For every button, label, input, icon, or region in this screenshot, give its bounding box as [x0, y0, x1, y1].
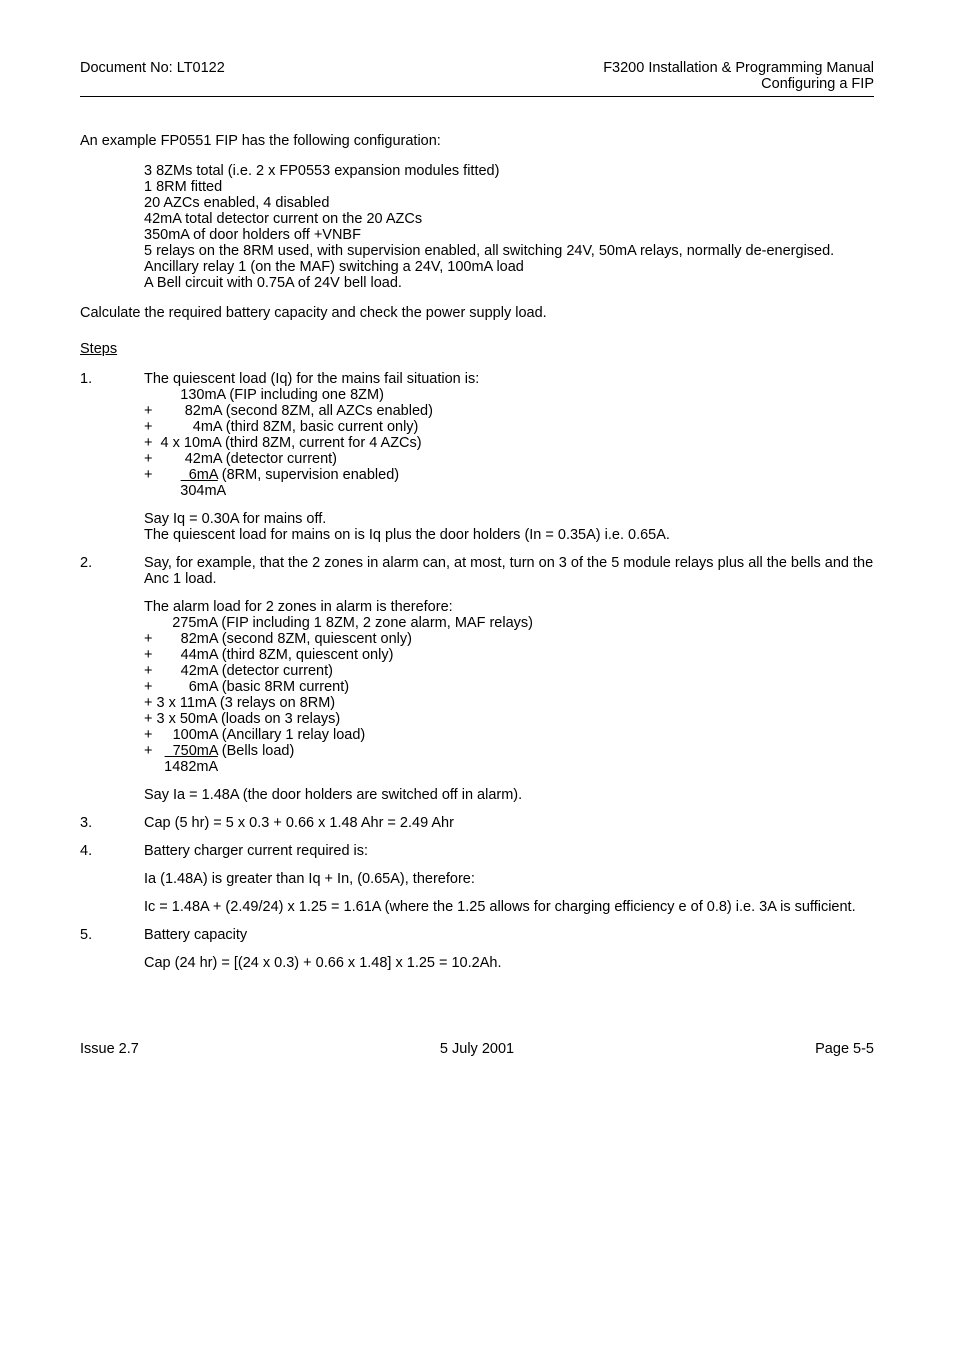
calc-line: + 3 x 50mA (loads on 3 relays) [144, 711, 874, 727]
step-content: The quiescent load (Iq) for the mains fa… [144, 371, 874, 543]
config-list: 3 8ZMs total (i.e. 2 x FP0553 expansion … [144, 163, 874, 291]
calc-suffix: (8RM, supervision enabled) [218, 467, 399, 483]
footer-right: Page 5-5 [815, 1041, 874, 1057]
step-5: 5. Battery capacity Cap (24 hr) = [(24 x… [80, 927, 874, 971]
calc-line: + 82mA (second 8ZM, all AZCs enabled) [144, 403, 874, 419]
calc-sentence: Calculate the required battery capacity … [80, 305, 874, 321]
header-title: F3200 Installation & Programming Manual … [603, 60, 874, 92]
calc-underlined: 750mA [165, 743, 218, 759]
calc-suffix: (Bells load) [218, 743, 295, 759]
step-content: Battery charger current required is: Ia … [144, 843, 874, 915]
calc-line: + 4 x 10mA (third 8ZM, current for 4 AZC… [144, 435, 874, 451]
calc-line: + 4mA (third 8ZM, basic current only) [144, 419, 874, 435]
calc-line: + 100mA (Ancillary 1 relay load) [144, 727, 874, 743]
step-content: Say, for example, that the 2 zones in al… [144, 555, 874, 803]
step2-tail: Say Ia = 1.48A (the door holders are swi… [144, 787, 874, 803]
calc-prefix: + [144, 743, 165, 759]
page-header: Document No: LT0122 F3200 Installation &… [80, 60, 874, 97]
calc-line: + 3 x 11mA (3 relays on 8RM) [144, 695, 874, 711]
step5-p1: Cap (24 hr) = [(24 x 0.3) + 0.66 x 1.48]… [144, 955, 874, 971]
header-title-line1: F3200 Installation & Programming Manual [603, 60, 874, 76]
step1-tail1: Say Iq = 0.30A for mains off. [144, 511, 874, 527]
step-number: 5. [80, 927, 144, 971]
calc-line: 130mA (FIP including one 8ZM) [144, 387, 874, 403]
step4-p2: Ic = 1.48A + (2.49/24) x 1.25 = 1.61A (w… [144, 899, 874, 915]
step-3: 3. Cap (5 hr) = 5 x 0.3 + 0.66 x 1.48 Ah… [80, 815, 874, 831]
calc-underlined: 6mA [181, 467, 218, 483]
step-1: 1. The quiescent load (Iq) for the mains… [80, 371, 874, 543]
calc-line-last: + 6mA (8RM, supervision enabled) [144, 467, 874, 483]
step-4: 4. Battery charger current required is: … [80, 843, 874, 915]
config-line: Ancillary relay 1 (on the MAF) switching… [144, 259, 874, 275]
steps-heading: Steps [80, 341, 874, 357]
calc-line-last: + 750mA (Bells load) [144, 743, 874, 759]
step-number: 3. [80, 815, 144, 831]
step1-lead: The quiescent load (Iq) for the mains fa… [144, 371, 874, 387]
step4-lead: Battery charger current required is: [144, 843, 874, 859]
calc-line: 275mA (FIP including 1 8ZM, 2 zone alarm… [144, 615, 874, 631]
header-doc-no: Document No: LT0122 [80, 60, 225, 92]
config-line: 5 relays on the 8RM used, with supervisi… [144, 243, 874, 259]
step2-lead: Say, for example, that the 2 zones in al… [144, 555, 874, 587]
calc-line: + 42mA (detector current) [144, 451, 874, 467]
header-title-line2: Configuring a FIP [603, 76, 874, 92]
calc-prefix: + [144, 467, 181, 483]
config-line: A Bell circuit with 0.75A of 24V bell lo… [144, 275, 874, 291]
page-container: Document No: LT0122 F3200 Installation &… [0, 0, 954, 1097]
calc-line: + 82mA (second 8ZM, quiescent only) [144, 631, 874, 647]
config-line: 42mA total detector current on the 20 AZ… [144, 211, 874, 227]
calc-line: + 6mA (basic 8RM current) [144, 679, 874, 695]
step2-sublead: The alarm load for 2 zones in alarm is t… [144, 599, 874, 615]
step5-lead: Battery capacity [144, 927, 874, 943]
calc-total: 1482mA [144, 759, 874, 775]
step-content: Battery capacity Cap (24 hr) = [(24 x 0.… [144, 927, 874, 971]
calc-line: + 42mA (detector current) [144, 663, 874, 679]
step-number: 1. [80, 371, 144, 543]
footer-left: Issue 2.7 [80, 1041, 139, 1057]
config-line: 350mA of door holders off +VNBF [144, 227, 874, 243]
calc-total: 304mA [144, 483, 874, 499]
footer-center: 5 July 2001 [440, 1041, 514, 1057]
step-content: Cap (5 hr) = 5 x 0.3 + 0.66 x 1.48 Ahr =… [144, 815, 874, 831]
calc-line: + 44mA (third 8ZM, quiescent only) [144, 647, 874, 663]
step3-text: Cap (5 hr) = 5 x 0.3 + 0.66 x 1.48 Ahr =… [144, 815, 874, 831]
step-2: 2. Say, for example, that the 2 zones in… [80, 555, 874, 803]
config-line: 1 8RM fitted [144, 179, 874, 195]
intro-text: An example FP0551 FIP has the following … [80, 133, 874, 149]
step-number: 4. [80, 843, 144, 915]
step-number: 2. [80, 555, 144, 803]
page-footer: Issue 2.7 5 July 2001 Page 5-5 [80, 1041, 874, 1057]
step4-p1: Ia (1.48A) is greater than Iq + In, (0.6… [144, 871, 874, 887]
config-line: 20 AZCs enabled, 4 disabled [144, 195, 874, 211]
step1-tail2: The quiescent load for mains on is Iq pl… [144, 527, 874, 543]
config-line: 3 8ZMs total (i.e. 2 x FP0553 expansion … [144, 163, 874, 179]
